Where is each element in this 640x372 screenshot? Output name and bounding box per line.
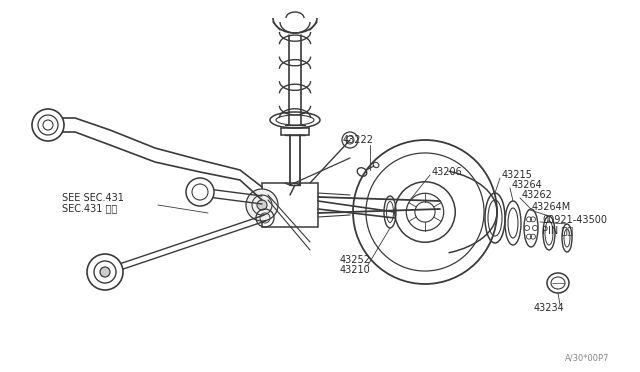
Text: 43264: 43264 (512, 180, 543, 190)
Text: 43210: 43210 (340, 265, 371, 275)
Circle shape (87, 254, 123, 290)
Text: SEC.431 参照: SEC.431 参照 (62, 203, 117, 213)
Text: 43206: 43206 (432, 167, 463, 177)
Text: SEE SEC.431: SEE SEC.431 (62, 193, 124, 203)
Text: 43252: 43252 (340, 255, 371, 265)
Circle shape (100, 267, 110, 277)
Text: 43222: 43222 (342, 135, 374, 145)
Text: A/30*00P7: A/30*00P7 (565, 353, 609, 362)
Text: PIN ピン: PIN ピン (542, 225, 573, 235)
Text: 00921-43500: 00921-43500 (542, 215, 607, 225)
Circle shape (186, 178, 214, 206)
Circle shape (257, 200, 267, 210)
Text: 43264M: 43264M (532, 202, 572, 212)
Text: 43262: 43262 (522, 190, 553, 200)
Text: 43234: 43234 (534, 303, 564, 313)
Circle shape (246, 189, 278, 221)
Circle shape (32, 109, 64, 141)
Text: 43215: 43215 (502, 170, 533, 180)
